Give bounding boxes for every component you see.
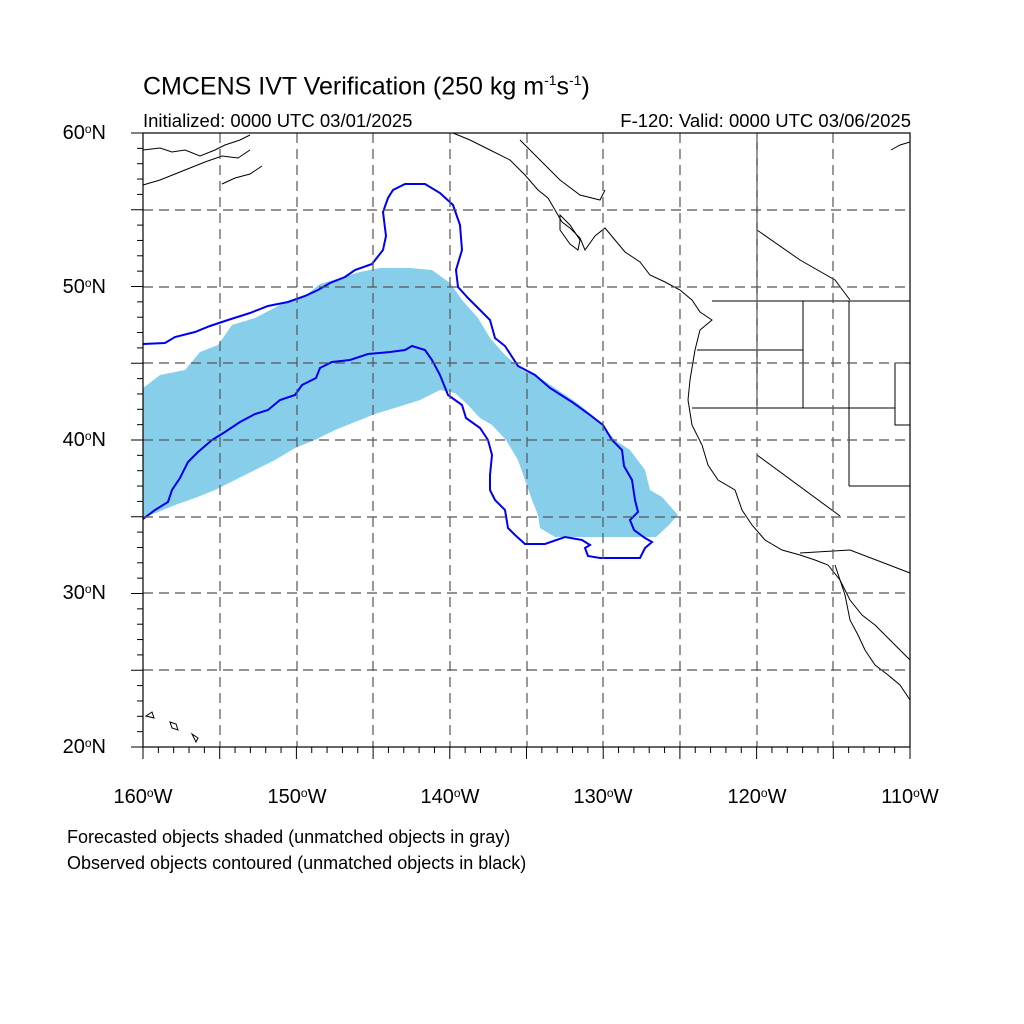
valid-time: F-120: Valid: 0000 UTC 03/06/2025: [620, 110, 911, 131]
coastlines: [142, 132, 911, 744]
lon-label-160: 160oW: [113, 786, 173, 808]
observed-object-contour: [142, 183, 654, 559]
lon-label-110: 110oW: [881, 786, 939, 808]
lat-label-20: 20oN: [62, 736, 106, 758]
chart-title: CMCENS IVT Verification (250 kg m-1s-1): [143, 72, 590, 101]
state-borders: [692, 133, 911, 574]
forecast-object-shaded: [143, 268, 678, 537]
grid-lines: [143, 133, 910, 747]
lat-label-30: 30oN: [62, 582, 106, 604]
lon-label-120: 120oW: [727, 786, 787, 808]
lon-label-150: 150oW: [267, 786, 327, 808]
axis-ticks: [131, 132, 911, 759]
lon-label-140: 140oW: [420, 786, 480, 808]
lat-label-40: 40oN: [62, 429, 106, 451]
lat-label-50: 50oN: [62, 276, 106, 298]
lon-label-130: 130oW: [573, 786, 633, 808]
lat-label-60: 60oN: [62, 122, 106, 144]
legend-note-observed: Observed objects contoured (unmatched ob…: [67, 853, 527, 873]
initialized-time: Initialized: 0000 UTC 03/01/2025: [143, 110, 413, 131]
legend-note-forecast: Forecasted objects shaded (unmatched obj…: [67, 827, 511, 847]
